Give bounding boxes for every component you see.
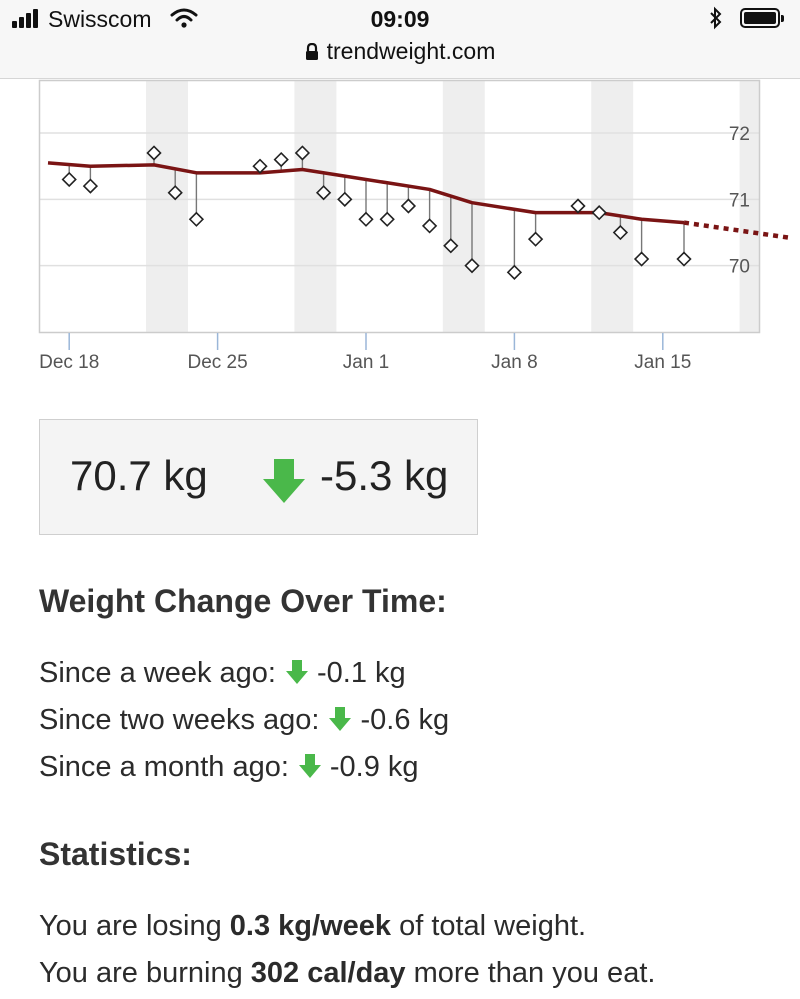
x-tick-label: Dec 25 (187, 352, 247, 373)
change-two-weeks-label: Since two weeks ago: (39, 704, 320, 736)
weight-marker[interactable] (294, 145, 311, 161)
change-month: Since a month ago: -0.9 kg (39, 751, 419, 784)
change-month-value: -0.9 kg (329, 751, 419, 783)
weight-marker[interactable] (570, 198, 586, 214)
weight-marker[interactable] (167, 185, 183, 201)
weight-marker[interactable] (61, 171, 77, 188)
x-tick-label: Jan 15 (634, 352, 691, 373)
weight-marker[interactable] (337, 191, 353, 207)
stat-losing-suffix: of total weight. (391, 910, 587, 942)
signal-icon (12, 8, 38, 28)
trend-line (47, 161, 685, 225)
status-time: 09:09 (370, 6, 430, 32)
down-arrow-icon (298, 754, 321, 778)
weight-marker[interactable] (527, 231, 544, 247)
x-tick-label: Jan 1 (343, 352, 389, 373)
weight-marker[interactable] (506, 264, 523, 280)
address-bar[interactable]: trendweight.com (0, 38, 800, 65)
change-week: Since a week ago: -0.1 kg (39, 657, 406, 690)
stat-burning-prefix: You are burning (39, 957, 251, 989)
weight-marker[interactable] (252, 158, 268, 174)
weight-marker[interactable] (591, 205, 607, 221)
y-tick-label: 72 (729, 124, 750, 145)
total-change: -5.3 kg (320, 452, 449, 499)
stat-burning: You are burning 302 cal/day more than yo… (39, 957, 655, 990)
stat-burning-suffix: more than you eat. (405, 957, 656, 989)
weight-marker[interactable] (82, 178, 99, 194)
weekend-band (591, 80, 634, 332)
projection-line (683, 220, 791, 241)
weight-marker[interactable] (443, 238, 459, 254)
change-week-label: Since a week ago: (39, 657, 276, 689)
battery-icon (740, 8, 784, 28)
y-tick-label: 70 (729, 257, 750, 278)
y-tick-label: 71 (729, 190, 750, 211)
weekend-band (294, 80, 337, 332)
chart-grid (40, 132, 759, 267)
weight-marker[interactable] (400, 198, 417, 214)
weight-marker[interactable] (188, 211, 205, 227)
y-axis-labels: 72 71 70 (729, 124, 750, 278)
weight-chart[interactable]: 72 71 70 Dec 18 Dec 25 Jan 1 Jan 8 Jan 15 (0, 78, 800, 378)
down-arrow-icon (329, 707, 352, 731)
weight-marker[interactable] (676, 251, 692, 267)
change-two-weeks-value: -0.6 kg (360, 704, 450, 736)
url-text: trendweight.com (326, 38, 496, 64)
weekend-band (739, 80, 759, 332)
weight-marker[interactable] (315, 185, 332, 201)
weight-change-heading: Weight Change Over Time: (39, 583, 447, 619)
weight-marker[interactable] (612, 224, 629, 241)
change-two-weeks: Since two weeks ago: -0.6 kg (39, 704, 449, 737)
weight-marker[interactable] (146, 145, 162, 161)
down-arrow-icon (263, 459, 305, 503)
stat-losing: You are losing 0.3 kg/week of total weig… (39, 910, 586, 943)
weight-marker[interactable] (633, 251, 650, 267)
weight-marker[interactable] (358, 211, 374, 227)
stat-losing-prefix: You are losing (39, 910, 230, 942)
weight-marker[interactable] (464, 258, 480, 274)
down-arrow-icon (285, 660, 308, 684)
bluetooth-icon (710, 6, 722, 30)
wifi-icon (170, 8, 198, 28)
plot-border (38, 79, 761, 334)
change-week-value: -0.1 kg (316, 657, 406, 689)
current-weight-box: 70.7 kg -5.3 kg (39, 419, 478, 535)
weight-marker[interactable] (421, 218, 438, 234)
status-bar: Swisscom 09:09 trendweight.com (0, 0, 800, 79)
weekend-band (146, 80, 188, 332)
trend-line-group (47, 161, 791, 241)
weekend-band (442, 80, 485, 332)
weight-marker[interactable] (379, 211, 395, 227)
statistics-heading: Statistics: (39, 836, 192, 872)
lock-icon (305, 43, 318, 60)
current-weight: 70.7 kg (70, 452, 208, 499)
x-tick-label: Jan 8 (491, 352, 537, 373)
weekend-bands (146, 80, 759, 332)
weight-marker[interactable] (273, 151, 289, 168)
x-axis: Dec 18 Dec 25 Jan 1 Jan 8 Jan 15 (39, 333, 691, 373)
carrier-name: Swisscom (48, 6, 152, 32)
stat-burning-rate: 302 cal/day (250, 957, 406, 989)
x-tick-label: Dec 18 (39, 352, 99, 373)
change-month-label: Since a month ago: (39, 751, 289, 783)
stat-losing-rate: 0.3 kg/week (229, 910, 392, 942)
weight-markers (61, 145, 692, 280)
